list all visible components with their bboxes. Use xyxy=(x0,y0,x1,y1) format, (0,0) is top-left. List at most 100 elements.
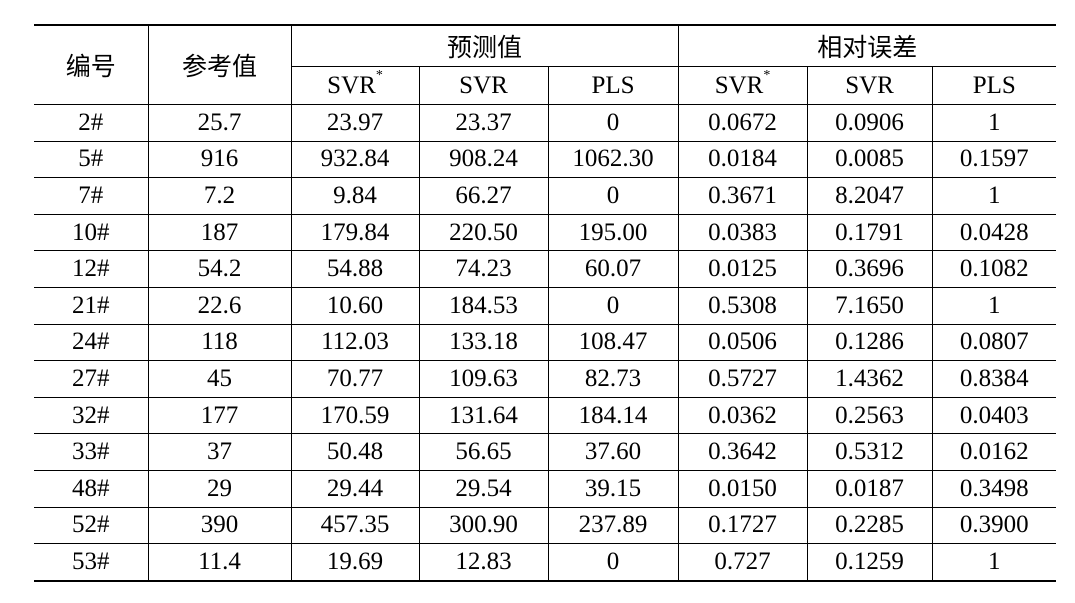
cell-err-svr-star: 0.0150 xyxy=(677,469,808,508)
cell-err-svr: 0.3696 xyxy=(806,250,933,288)
cell-err-svr: 0.1259 xyxy=(806,543,933,582)
cell-pred-pls: 1062.30 xyxy=(547,140,679,178)
cell-pred-svr-star: 29.44 xyxy=(290,469,420,508)
cell-err-pls: 0.0162 xyxy=(931,433,1057,471)
cell-pred-svr-star: 70.77 xyxy=(290,360,420,398)
header-err-svr: SVR xyxy=(806,66,933,105)
header-id: 编号 xyxy=(34,24,149,105)
cell-id: 53# xyxy=(34,543,149,582)
cell-err-pls: 1 xyxy=(931,104,1057,142)
cell-err-pls: 0.3498 xyxy=(931,469,1057,508)
header-reference: 参考值 xyxy=(147,24,292,105)
cell-id: 48# xyxy=(34,469,149,508)
cell-reference: 54.2 xyxy=(147,250,292,288)
cell-reference: 11.4 xyxy=(147,543,292,582)
header-err-svr-star: SVR* xyxy=(677,66,808,105)
cell-pred-pls: 39.15 xyxy=(547,469,679,508)
cell-err-svr-star: 0.727 xyxy=(677,543,808,582)
cell-pred-svr: 66.27 xyxy=(418,177,549,215)
cell-pred-svr: 300.90 xyxy=(418,506,549,544)
cell-err-svr-star: 0.0506 xyxy=(677,323,808,361)
cell-err-svr-star: 0.5308 xyxy=(677,286,808,325)
cell-pred-svr-star: 19.69 xyxy=(290,543,420,582)
cell-pred-svr: 109.63 xyxy=(418,360,549,398)
cell-id: 12# xyxy=(34,250,149,288)
cell-pred-svr-star: 50.48 xyxy=(290,433,420,471)
cell-err-svr-star: 0.0125 xyxy=(677,250,808,288)
cell-err-svr-star: 0.3671 xyxy=(677,177,808,215)
table-row: 48# 29 29.44 29.54 39.15 0.0150 0.0187 0.3498 xyxy=(34,469,1057,508)
table-row: 32# 177 170.59 131.64 184.14 0.0362 0.2563 0.04… xyxy=(34,396,1057,434)
cell-pred-svr: 29.54 xyxy=(418,469,549,508)
cell-err-svr-star: 0.0672 xyxy=(677,104,808,142)
cell-err-pls: 0.1597 xyxy=(931,140,1057,178)
cell-id: 24# xyxy=(34,323,149,361)
header-group-relative-error: 相对误差 xyxy=(677,24,1057,67)
table-row: 21# 22.6 10.60 184.53 0 0.5308 7.1650 1 xyxy=(34,286,1057,325)
cell-pred-svr-star: 179.84 xyxy=(290,213,420,251)
table-row: 10# 187 179.84 220.50 195.00 0.0383 0.1791 0.04… xyxy=(34,213,1057,251)
cell-pred-svr-star: 23.97 xyxy=(290,104,420,142)
cell-id: 21# xyxy=(34,286,149,325)
cell-err-svr-star: 0.1727 xyxy=(677,506,808,544)
cell-err-svr-star: 0.5727 xyxy=(677,360,808,398)
header-pred-svr: SVR xyxy=(418,66,549,105)
cell-err-pls: 0.0428 xyxy=(931,213,1057,251)
table-row: 12# 54.2 54.88 74.23 60.07 0.0125 0.3696 0.1082 xyxy=(34,250,1057,288)
cell-reference: 45 xyxy=(147,360,292,398)
cell-pred-svr: 220.50 xyxy=(418,213,549,251)
cell-pred-svr-star: 932.84 xyxy=(290,140,420,178)
table-header: 编号 参考值 预测值 相对误差 SVR* SVR PLS SVR* SVR PL… xyxy=(34,24,1057,105)
results-table: 编号 参考值 预测值 相对误差 SVR* SVR PLS SVR* SVR PL… xyxy=(34,24,1057,582)
cell-reference: 187 xyxy=(147,213,292,251)
table-row: 27# 45 70.77 109.63 82.73 0.5727 1.4362 0.8384 xyxy=(34,360,1057,398)
cell-pred-svr-star: 457.35 xyxy=(290,506,420,544)
cell-pred-pls: 184.14 xyxy=(547,396,679,434)
cell-err-pls: 1 xyxy=(931,286,1057,325)
cell-err-svr-star: 0.0184 xyxy=(677,140,808,178)
svr-star-label: SVR xyxy=(327,71,376,99)
header-pred-svr-star: SVR* xyxy=(291,66,420,105)
cell-pred-pls: 0 xyxy=(547,543,679,582)
cell-reference: 29 xyxy=(147,469,292,508)
cell-pred-pls: 195.00 xyxy=(547,213,679,251)
header-err-pls: PLS xyxy=(931,66,1057,105)
cell-pred-pls: 0 xyxy=(547,286,679,325)
cell-id: 52# xyxy=(34,506,149,544)
cell-err-svr: 7.1650 xyxy=(806,286,933,325)
cell-pred-pls: 108.47 xyxy=(547,323,679,361)
cell-pred-svr-star: 112.03 xyxy=(290,323,420,361)
cell-err-svr: 0.0906 xyxy=(806,104,933,142)
cell-pred-pls: 37.60 xyxy=(547,433,679,471)
cell-err-svr-star: 0.3642 xyxy=(677,433,808,471)
cell-err-pls: 0.0403 xyxy=(931,396,1057,434)
header-group-predicted: 预测值 xyxy=(290,24,679,67)
table-row: 33# 37 50.48 56.65 37.60 0.3642 0.5312 0.0162 xyxy=(34,433,1057,471)
cell-pred-svr: 184.53 xyxy=(418,286,549,325)
cell-pred-pls: 0 xyxy=(547,177,679,215)
cell-pred-svr-star: 9.84 xyxy=(290,177,420,215)
cell-err-pls: 1 xyxy=(931,177,1057,215)
asterisk-mark: * xyxy=(763,68,771,84)
header-pred-pls: PLS xyxy=(547,66,679,105)
cell-err-svr: 0.1791 xyxy=(806,213,933,251)
cell-reference: 916 xyxy=(147,140,292,178)
cell-err-pls: 0.0807 xyxy=(931,323,1057,361)
table-row: 52# 390 457.35 300.90 237.89 0.1727 0.2285 0.39… xyxy=(34,506,1057,544)
cell-reference: 118 xyxy=(147,323,292,361)
svr-star-label: SVR xyxy=(714,71,764,99)
cell-pred-svr: 12.83 xyxy=(418,543,549,582)
cell-err-svr: 1.4362 xyxy=(806,360,933,398)
cell-pred-svr-star: 10.60 xyxy=(290,286,420,325)
cell-err-pls: 0.3900 xyxy=(931,506,1057,544)
cell-reference: 7.2 xyxy=(147,177,292,215)
table-row: 24# 118 112.03 133.18 108.47 0.0506 0.1286 0.08… xyxy=(34,323,1057,361)
cell-reference: 390 xyxy=(147,506,292,544)
cell-pred-pls: 60.07 xyxy=(547,250,679,288)
cell-err-svr: 0.2563 xyxy=(806,396,933,434)
cell-err-svr-star: 0.0362 xyxy=(677,396,808,434)
table-body: 2# 25.7 23.97 23.37 0 0.0672 0.0906 1 5# 916 932.8… xyxy=(34,104,1057,582)
cell-pred-svr: 23.37 xyxy=(418,104,549,142)
cell-reference: 25.7 xyxy=(147,104,292,142)
cell-pred-svr-star: 170.59 xyxy=(290,396,420,434)
